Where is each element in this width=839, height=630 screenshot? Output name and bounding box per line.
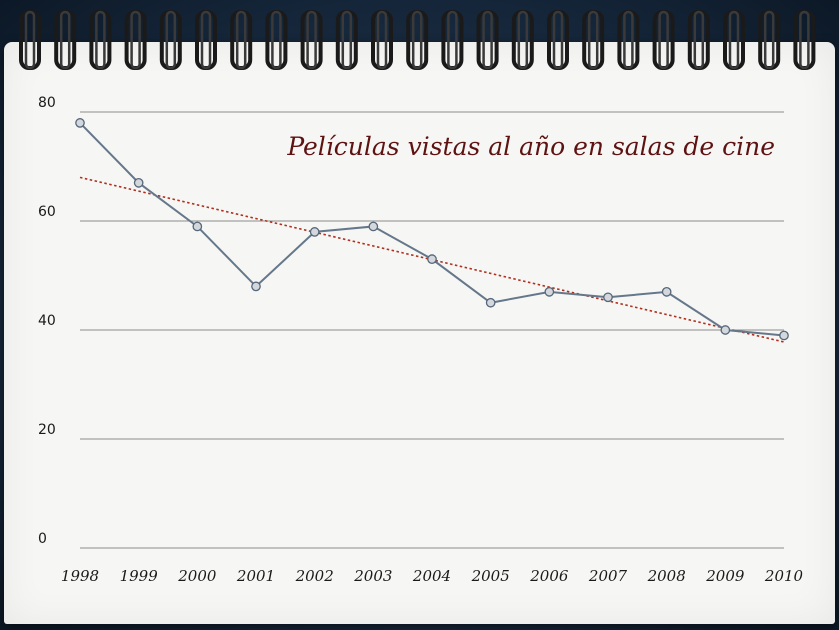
x-tick-label: 2004: [412, 567, 451, 585]
y-tick-label: 60: [38, 204, 56, 220]
binding-ring: [687, 10, 710, 70]
y-tick-label: 0: [38, 531, 47, 547]
data-point: [544, 286, 555, 297]
y-tick-label: 40: [38, 313, 56, 329]
binding-ring: [511, 10, 534, 70]
binding-ring: [617, 10, 640, 70]
notebook-paper: [4, 42, 835, 624]
binding-ring: [124, 10, 147, 70]
y-tick-label: 80: [38, 95, 56, 111]
binding-ring: [195, 10, 217, 70]
binding-ring: [19, 10, 41, 70]
binding-ring: [54, 10, 77, 70]
x-tick-label: 2009: [705, 567, 745, 585]
binding-ring: [758, 10, 781, 70]
y-tick-label: 20: [38, 422, 56, 438]
data-point: [251, 281, 261, 292]
gridlines: [80, 111, 784, 549]
data-point: [192, 221, 203, 232]
data-point: [368, 221, 379, 232]
data-point: [779, 330, 789, 341]
spiral-binding: [19, 10, 816, 70]
x-tick-label: 2008: [647, 567, 686, 585]
data-point: [309, 227, 320, 237]
binding-ring: [547, 10, 569, 70]
chart-title: Películas vistas al año en salas de cine: [286, 132, 775, 161]
x-tick-label: 2000: [177, 567, 217, 585]
binding-ring: [300, 10, 323, 70]
x-tick-label: 2007: [588, 567, 628, 585]
binding-ring: [476, 10, 499, 70]
data-point: [133, 178, 144, 188]
binding-ring: [371, 10, 393, 70]
binding-ring: [723, 10, 745, 70]
series-points: [75, 118, 789, 341]
binding-ring: [441, 10, 464, 70]
binding-ring: [159, 10, 182, 70]
data-point: [603, 292, 613, 303]
data-point: [485, 297, 496, 308]
x-tick-label: 2010: [764, 567, 804, 585]
x-tick-label: 2001: [236, 567, 275, 585]
data-point: [427, 254, 437, 264]
binding-ring: [230, 10, 253, 70]
binding-ring: [89, 10, 112, 70]
x-tick-label: 2003: [353, 567, 392, 585]
data-point: [661, 286, 672, 297]
data-point: [720, 325, 731, 335]
x-axis-ticks: 1998 1999 2000 2001 2002 2003 2004 2005 2006 2007…: [61, 567, 804, 585]
binding-ring: [335, 10, 358, 70]
binding-ring: [652, 10, 675, 70]
y-axis-ticks: 0 20 40 60 80: [38, 95, 56, 547]
binding-ring: [406, 10, 429, 70]
data-point: [75, 118, 85, 128]
x-tick-label: 2002: [295, 567, 334, 585]
binding-ring: [582, 10, 605, 70]
binding-ring: [793, 10, 816, 70]
x-tick-label: 2006: [529, 567, 569, 585]
x-tick-label: 2005: [471, 567, 510, 585]
binding-ring: [265, 10, 288, 70]
x-tick-label: 1999: [120, 567, 159, 585]
x-tick-label: 1998: [61, 567, 99, 585]
